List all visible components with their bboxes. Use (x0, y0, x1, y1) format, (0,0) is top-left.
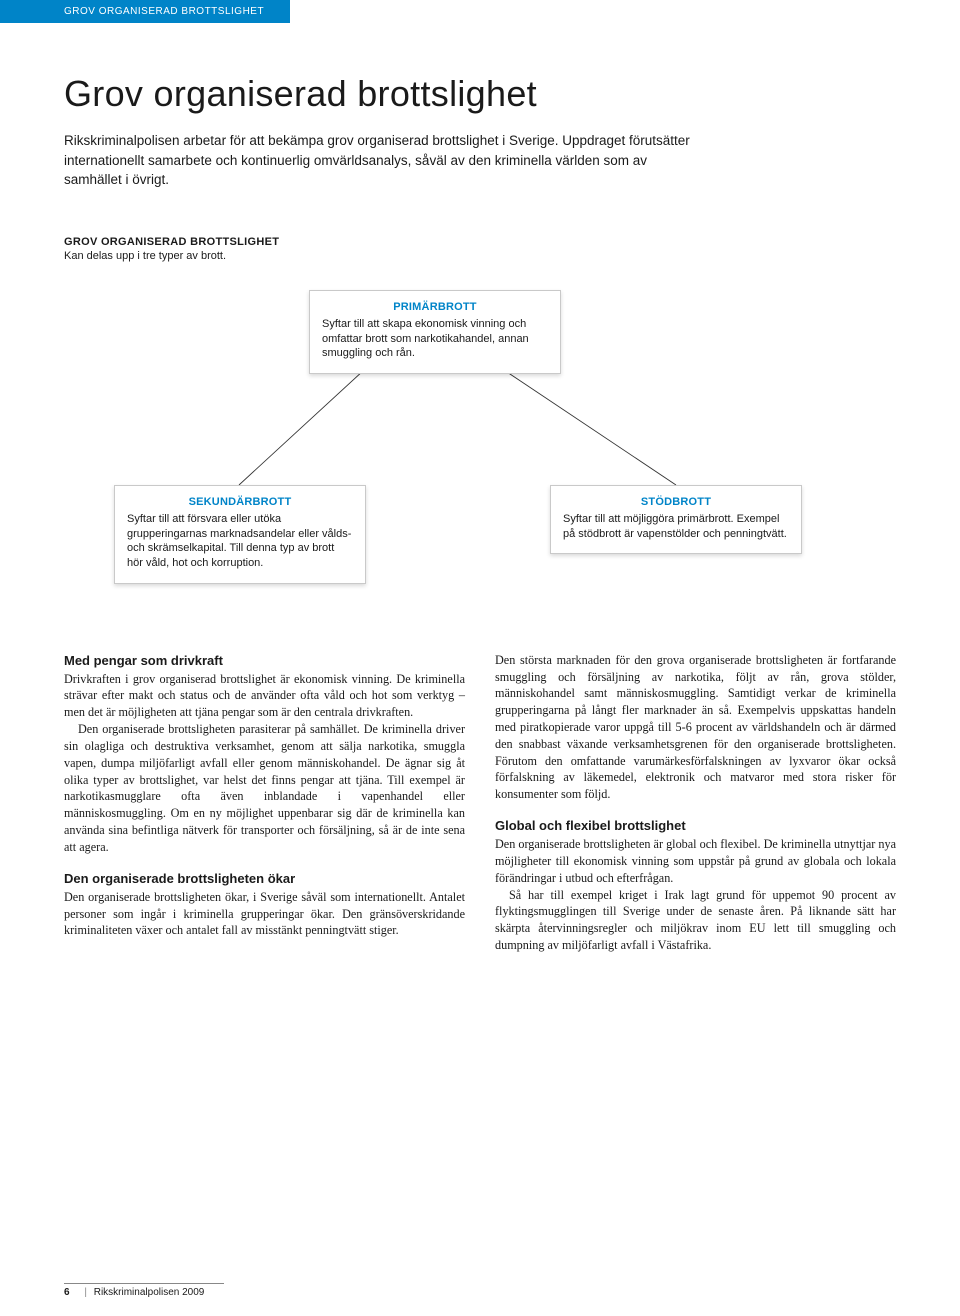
node-body: Syftar till att försvara eller utöka gru… (127, 512, 353, 571)
page-footer: 6 | Rikskriminalpolisen 2009 (64, 1283, 224, 1298)
column-right: Den största marknaden för den grova orga… (495, 652, 896, 968)
diagram-heading: GROV ORGANISERAD BROTTSLIGHET (64, 236, 896, 248)
diagram-node-primarbrott: PRIMÄRBROTT Syftar till att skapa ekonom… (309, 290, 561, 375)
page-content: Grov organiserad brottslighet Rikskrimin… (0, 23, 960, 968)
text-block: Den största marknaden för den grova orga… (495, 652, 896, 803)
block-heading: Den organiserade brottsligheten ökar (64, 870, 465, 888)
intro-paragraph: Rikskriminalpolisen arbetar för att bekä… (64, 131, 704, 190)
column-left: Med pengar som drivkraftDrivkraften i gr… (64, 652, 465, 968)
body-paragraph: Den organiserade brottsligheten är globa… (495, 836, 896, 886)
node-title: STÖDBROTT (563, 496, 789, 508)
body-columns: Med pengar som drivkraftDrivkraften i gr… (64, 652, 896, 968)
footer-separator: | (84, 1287, 87, 1298)
block-heading: Global och flexibel brottslighet (495, 817, 896, 835)
diagram-node-stodbrott: STÖDBROTT Syftar till att möjliggöra pri… (550, 485, 802, 555)
page-number: 6 (64, 1287, 70, 1298)
body-paragraph: Så har till exempel kriget i Irak lagt g… (495, 887, 896, 954)
page-title: Grov organiserad brottslighet (64, 73, 896, 115)
footer-text: Rikskriminalpolisen 2009 (94, 1287, 205, 1298)
diagram-subheading: Kan delas upp i tre typer av brott. (64, 250, 896, 262)
section-header-bar: GROV ORGANISERAD BROTTSLIGHET (0, 0, 290, 23)
text-block: Den organiserade brottsligheten ökarDen … (64, 870, 465, 939)
node-title: SEKUNDÄRBROTT (127, 496, 353, 508)
body-paragraph: Den organiserade brottsligheten parasite… (64, 721, 465, 856)
section-header-label: GROV ORGANISERAD BROTTSLIGHET (64, 6, 264, 17)
crime-types-diagram: PRIMÄRBROTT Syftar till att skapa ekonom… (64, 290, 896, 600)
body-paragraph: Den organiserade brottsligheten ökar, i … (64, 889, 465, 939)
diagram-node-sekundarbrott: SEKUNDÄRBROTT Syftar till att försvara e… (114, 485, 366, 584)
body-paragraph: Den största marknaden för den grova orga… (495, 652, 896, 803)
node-body: Syftar till att skapa ekonomisk vinning … (322, 317, 548, 362)
block-heading: Med pengar som drivkraft (64, 652, 465, 670)
text-block: Med pengar som drivkraftDrivkraften i gr… (64, 652, 465, 856)
body-paragraph: Drivkraften i grov organiserad brottslig… (64, 671, 465, 721)
node-title: PRIMÄRBROTT (322, 301, 548, 313)
text-block: Global och flexibel brottslighetDen orga… (495, 817, 896, 954)
node-body: Syftar till att möjliggöra primärbrott. … (563, 512, 789, 542)
